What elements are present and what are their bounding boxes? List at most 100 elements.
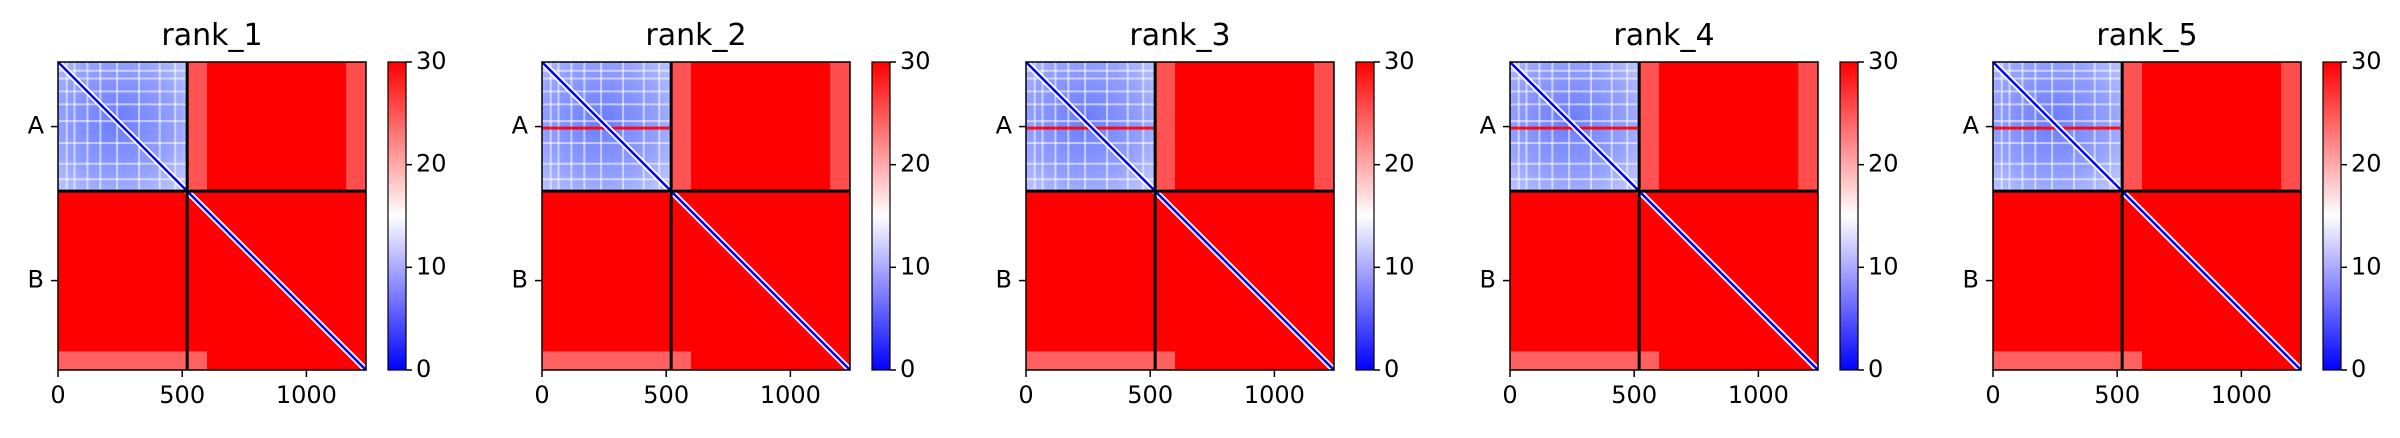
diagonal [1509, 61, 1819, 371]
chain-a-stripe-h [542, 90, 672, 93]
chain-a-stripe-h [58, 142, 188, 145]
colorbar [1355, 61, 1375, 371]
plot-frame [1509, 61, 1819, 371]
x-tick-label: 500 [1127, 381, 1173, 409]
panel-rank_3: rank_3 0 500 1000 A B 0 10 20 30 [996, 18, 1415, 409]
chain-a-stripe-v [158, 62, 161, 192]
chain-a-stripe-h [1026, 120, 1156, 123]
colorbar [2322, 61, 2342, 371]
chain-a-stripe-h [542, 103, 672, 106]
edge-noise [542, 351, 692, 370]
panel-rank_5: rank_5 0 500 1000 A B 0 10 20 30 [1963, 18, 2382, 409]
chain-a-stripe-v [86, 62, 89, 192]
edge-noise [346, 62, 366, 192]
chain-a-stripe-h [1510, 178, 1640, 181]
edge-noise [2281, 62, 2301, 192]
chain-a-stripe-h [542, 162, 672, 165]
edge-noise [671, 62, 692, 192]
x-tick-label: 500 [2094, 381, 2140, 409]
chain-a-stripe-h [1026, 90, 1156, 93]
chain-a-stripe-h [1510, 120, 1640, 123]
edge-noise [2122, 62, 2143, 192]
chain-a-stripe-h [542, 178, 672, 181]
chain-a-stripe-h [58, 120, 188, 123]
chain-label: A [996, 112, 1013, 140]
colorbar [387, 61, 407, 371]
edge-noise [1798, 62, 1818, 192]
chain-label: B [996, 266, 1012, 294]
chain-a-stripe-h [1993, 90, 2123, 93]
colorbar-tick-label: 30 [2351, 47, 2382, 75]
chain-label: B [28, 266, 44, 294]
x-tick-label: 0 [1502, 381, 1517, 409]
diagonal [57, 61, 367, 371]
edge-noise [1155, 62, 1176, 192]
x-tick-label: 0 [50, 381, 65, 409]
chain-a-stripe-h [58, 77, 188, 80]
colorbar-tick-label: 30 [900, 47, 931, 75]
colorbar-tick-label: 30 [1384, 47, 1415, 75]
plot-frame [57, 61, 367, 371]
chain-a-stripe-v [99, 62, 102, 192]
edge-noise [1639, 62, 1660, 192]
chain-a-stripe-h [1993, 103, 2123, 106]
x-tick-label: 1000 [2211, 381, 2272, 409]
diagonal [541, 61, 851, 371]
x-tick-label: 1000 [760, 381, 821, 409]
chain-a-stripe-h [1993, 178, 2123, 181]
chain-label: A [28, 112, 45, 140]
panel-title: rank_3 [1129, 18, 1230, 53]
panel-title: rank_2 [645, 18, 746, 53]
chain-label: B [1480, 266, 1496, 294]
chain-a-stripe-h [1993, 142, 2123, 145]
plot-frame [541, 61, 851, 371]
chain-a-stripe-h [1026, 162, 1156, 165]
chain-a-stripe-h [542, 77, 672, 80]
chain-label: A [1480, 112, 1497, 140]
chain-a-stripe-h [1993, 69, 2123, 72]
colorbar-tick-label: 20 [900, 150, 931, 178]
chain-a-stripe-h [1993, 77, 2123, 80]
edge-noise [58, 351, 208, 370]
chain-a-stripe-h [1026, 142, 1156, 145]
chain-label: A [1963, 112, 1980, 140]
panel-rank_1: rank_1 0 500 1000 A B 0 10 20 30 [28, 18, 447, 409]
plot-frame [1025, 61, 1335, 371]
x-tick-label: 1000 [1244, 381, 1305, 409]
chain-a-stripe-h [1510, 69, 1640, 72]
colorbar-tick-label: 10 [900, 252, 931, 280]
colorbar-tick-label: 0 [2351, 355, 2366, 383]
chain-a-stripe-h [1510, 77, 1640, 80]
chain-a-stripe-h [58, 90, 188, 93]
x-tick-label: 500 [1611, 381, 1657, 409]
chain-a-stripe-h [58, 103, 188, 106]
chain-a-stripe-h [1026, 77, 1156, 80]
chain-a-stripe-v [65, 62, 68, 192]
colorbar-tick-label: 0 [1384, 355, 1399, 383]
chain-a-stripe-v [174, 62, 177, 192]
colorbar-tick-label: 10 [1384, 252, 1415, 280]
panel-title: rank_1 [161, 18, 262, 53]
colorbar-tick-label: 0 [900, 355, 915, 383]
edge-noise [1993, 351, 2143, 370]
colorbar [871, 61, 891, 371]
chain-label: B [1963, 266, 1979, 294]
colorbar-tick-label: 30 [416, 47, 447, 75]
edge-noise [1026, 351, 1176, 370]
chain-a-stripe-h [542, 142, 672, 145]
panel-rank_2: rank_2 0 500 1000 A B 0 10 20 30 [512, 18, 931, 409]
colorbar-tick-label: 10 [2351, 252, 2382, 280]
chain-a-stripe-h [542, 120, 672, 123]
chain-a-stripe-h [1510, 90, 1640, 93]
colorbar-tick-label: 20 [2351, 150, 2382, 178]
panel-title: rank_4 [1613, 18, 1714, 53]
chain-a-stripe-h [1510, 103, 1640, 106]
chain-a-stripe-h [1993, 162, 2123, 165]
colorbar-tick-label: 20 [1384, 150, 1415, 178]
chain-a-stripe-v [138, 62, 141, 192]
chain-a-stripe-h [58, 178, 188, 181]
chain-a-stripe-h [58, 162, 188, 165]
colorbar-tick-label: 10 [1868, 252, 1899, 280]
